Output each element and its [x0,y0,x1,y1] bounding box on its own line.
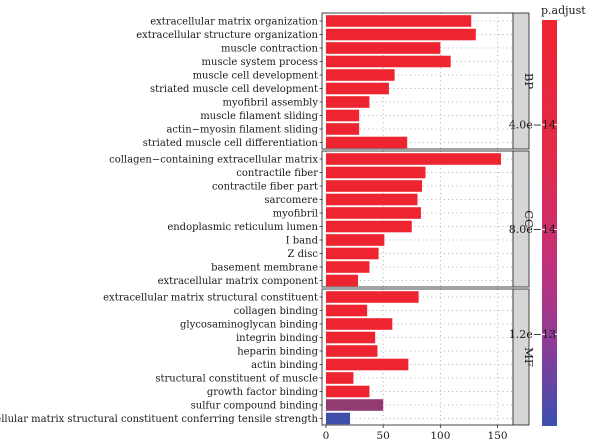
bar [326,261,370,273]
legend-ticks: 4.0e−14 8.0e−14 1.2e−13 [509,118,557,341]
bar [326,220,412,233]
bar [326,234,385,246]
bar [326,358,409,371]
bar [326,318,393,330]
legend: p.adjust 4.0e−14 8.0e−14 1.2e−13 [509,4,586,426]
bar [326,109,360,122]
bar [326,372,354,384]
bar [326,345,378,357]
bar [326,385,370,398]
legend-tick-label: 1.2e−13 [509,328,556,341]
category-label: collagen−containing extracellular matrix [109,155,318,166]
category-label: I band [286,236,319,247]
category-label: myofibril assembly [223,98,319,109]
bar [326,399,384,411]
bar [326,274,359,287]
bar [326,136,408,149]
category-label: heparin binding [237,347,318,358]
bar [326,193,418,206]
facet-strip-label: BP [522,73,536,89]
category-label: extracellular matrix structural constitu… [0,414,319,425]
legend-tick-label: 4.0e−14 [509,118,556,131]
bar [326,69,395,81]
category-label: muscle cell development [193,71,318,82]
bar [326,331,376,344]
bar [326,180,423,192]
bar [326,55,451,68]
category-label: structural constituent of muscle [155,374,318,385]
category-label: Z disc [288,249,319,260]
panel-cc: collagen−containing extracellular matrix… [109,150,536,288]
category-label: integrin binding [236,333,319,344]
bar [326,153,501,165]
category-label: extracellular structure organization [136,30,318,41]
category-label: endoplasmic reticulum lumen [167,222,318,233]
bar [326,207,421,219]
category-label: extracellular matrix component [158,276,318,287]
category-label: muscle system process [202,57,318,68]
category-label: sulfur compound binding [191,401,319,412]
bar [326,96,370,108]
bar [326,412,351,425]
x-tick-label: 0 [323,430,330,442]
facet-strip [512,150,530,288]
category-label: actin−myosin filament sliding [166,125,318,136]
category-label: striated muscle cell differentiation [143,138,319,149]
category-label: striated muscle cell development [150,84,318,95]
category-label: contractile fiber [236,168,318,179]
x-tick-label: 50 [377,430,390,442]
facet-strip-label: MF [522,347,536,367]
bar [326,82,389,95]
category-label: extracellular matrix organization [150,17,318,28]
bar [326,291,419,303]
facet-panels: extracellular matrix organization extrace… [0,12,536,426]
category-label: muscle contraction [221,44,319,55]
x-axis: 0 50 100 150 [323,425,508,442]
bar [326,247,379,260]
category-label: growth factor binding [207,387,319,398]
category-label: muscle filament sliding [200,111,318,122]
bar [326,123,360,135]
category-label: sarcomere [264,195,318,206]
panel-bp: extracellular matrix organization extrace… [136,12,536,150]
bar [326,28,476,41]
x-tick-label: 100 [430,430,450,442]
category-label: myofibril [273,209,318,220]
bar [326,15,472,27]
facet-strip [512,288,530,426]
panel-mf: extracellular matrix structural constitu… [0,288,536,426]
category-label: contractile fiber part [212,182,318,193]
category-label: glycosaminoglycan binding [180,320,319,331]
legend-tick-label: 8.0e−14 [509,223,556,236]
facet-strip [512,12,530,150]
bar [326,42,441,54]
bar [326,166,426,179]
legend-title: p.adjust [541,4,586,17]
x-tick-label: 150 [488,430,508,442]
category-label: basement membrane [211,263,318,274]
facet-strip-label: CC [522,210,536,228]
category-label: collagen binding [234,306,319,317]
category-label: actin binding [251,360,318,371]
category-label: extracellular matrix structural constitu… [103,293,318,304]
colorbar [542,20,557,426]
bar [326,304,368,317]
